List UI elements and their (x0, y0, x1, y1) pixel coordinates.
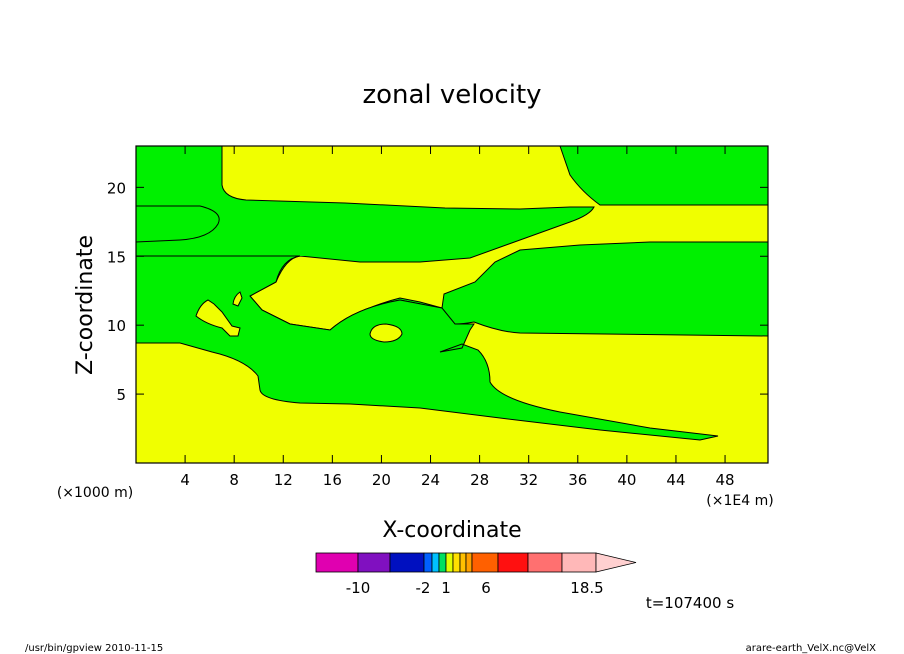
plot-area (135, 145, 769, 464)
footer-right: arare-earth_VelX.nc@VelX (746, 643, 877, 654)
colorbar (315, 552, 637, 573)
x-tick-label: 36 (568, 471, 587, 489)
negative-region-lower (135, 255, 719, 441)
x-tick-label: 48 (716, 471, 735, 489)
colorbar-tick-label: 1 (441, 579, 451, 597)
colorbar-tick-label: -10 (346, 579, 371, 597)
x-unit-left: (×1000 m) (57, 485, 133, 501)
footer-left: /usr/bin/gpview 2010-11-15 (25, 643, 163, 654)
x-axis-label: X-coordinate (382, 518, 521, 543)
colorbar-segment (471, 552, 499, 573)
negative-region-upper-right (559, 145, 769, 206)
x-axis: 4 8 12 16 20 24 28 32 36 40 44 48 (180, 146, 735, 489)
colorbar-segment (357, 552, 391, 573)
x-tick-label: 32 (519, 471, 538, 489)
x-tick-label: 44 (666, 471, 685, 489)
x-tick-label: 16 (323, 471, 342, 489)
colorbar-tick-label: 18.5 (570, 579, 603, 597)
chart-title: zonal velocity (362, 80, 541, 110)
colorbar-segment (452, 552, 461, 573)
x-tick-label: 12 (274, 471, 293, 489)
positive-island-c (369, 323, 403, 343)
y-axis: 5 10 15 20 (107, 179, 768, 404)
x-tick-label: 8 (229, 471, 239, 489)
colorbar-segment (527, 552, 563, 573)
x-tick-label: 20 (372, 471, 391, 489)
colorbar-segment (315, 552, 359, 573)
colorbar-segment (497, 552, 529, 573)
y-tick-label: 15 (107, 248, 126, 266)
positive-island-b (232, 291, 243, 307)
positive-island-a (195, 299, 241, 337)
x-tick-label: 24 (421, 471, 440, 489)
x-unit-right: (×1E4 m) (706, 493, 773, 509)
plot-frame (135, 145, 769, 464)
y-axis-label: Z-coordinate (73, 235, 98, 375)
x-tick-label: 4 (180, 471, 190, 489)
colorbar-segment (438, 552, 447, 573)
colorbar-segment (459, 552, 467, 573)
y-tick-label: 20 (107, 179, 126, 197)
colorbar-segment (445, 552, 454, 573)
colorbar-labels: -10 -2 1 6 18.5 (346, 579, 604, 597)
colorbar-segment (423, 552, 433, 573)
y-tick-label: 10 (107, 317, 126, 335)
colorbar-segment (431, 552, 440, 573)
x-tick-label: 28 (470, 471, 489, 489)
colorbar-tick-label: 6 (481, 579, 491, 597)
colorbar-segment (389, 552, 425, 573)
colorbar-segment (465, 552, 473, 573)
colorbar-tick-label: -2 (416, 579, 431, 597)
x-tick-label: 40 (617, 471, 636, 489)
colorbar-segment (561, 552, 597, 573)
time-label: t=107400 s (646, 594, 734, 612)
y-tick-label: 5 (116, 386, 126, 404)
colorbar-arrow (595, 552, 637, 573)
